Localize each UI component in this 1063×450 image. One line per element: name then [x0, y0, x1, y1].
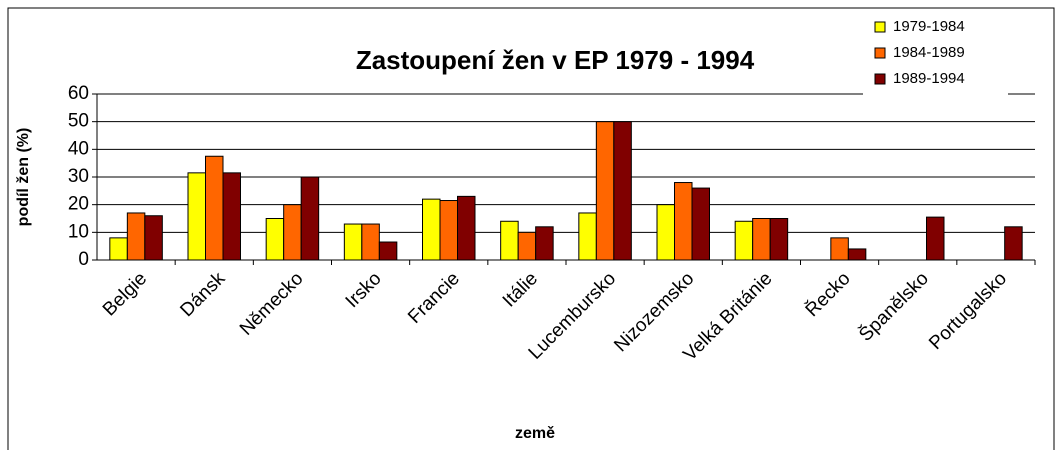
bar	[422, 198, 441, 261]
bar	[126, 212, 146, 261]
bar	[205, 155, 224, 261]
bar	[517, 231, 537, 261]
bar	[361, 223, 380, 261]
bar	[578, 212, 597, 261]
bar	[769, 218, 789, 261]
legend-swatch	[874, 73, 886, 85]
y-tick-label: 50	[68, 111, 89, 132]
y-tick-label: 40	[68, 138, 89, 159]
legend-swatch	[874, 47, 886, 59]
y-tick-label: 10	[68, 221, 89, 242]
bar	[378, 241, 398, 261]
legend-box	[863, 12, 1008, 110]
bar	[674, 182, 693, 261]
bar	[265, 218, 285, 261]
legend-label: 1989-1994	[893, 70, 965, 87]
bar	[300, 176, 320, 261]
bar	[847, 248, 867, 261]
bar	[691, 187, 710, 261]
bar	[222, 172, 241, 261]
bar	[457, 195, 476, 261]
bar	[595, 121, 615, 261]
y-tick-label: 30	[68, 166, 89, 187]
legend-label: 1979-1984	[893, 18, 965, 35]
bar	[439, 200, 458, 261]
y-tick-label: 20	[68, 194, 89, 215]
y-tick-label: 0	[78, 249, 89, 270]
chart-title: Zastoupení žen v EP 1979 - 1994	[356, 45, 755, 75]
bar	[1004, 226, 1023, 261]
legend-label: 1984-1989	[893, 44, 965, 61]
bar	[109, 237, 128, 261]
bar	[500, 220, 519, 261]
bar	[535, 226, 554, 261]
x-axis-label: země	[515, 425, 555, 442]
bar	[752, 218, 771, 261]
bar	[734, 220, 754, 261]
bar	[144, 215, 163, 261]
y-tick-label: 60	[68, 83, 89, 104]
bar	[343, 223, 363, 261]
bar	[830, 237, 849, 261]
legend-swatch	[874, 21, 886, 33]
bar	[656, 204, 675, 261]
bar	[613, 121, 632, 261]
bar	[283, 204, 302, 261]
bar	[926, 216, 945, 261]
bar	[187, 172, 206, 261]
y-axis-label: podíl žen (%)	[15, 128, 32, 227]
